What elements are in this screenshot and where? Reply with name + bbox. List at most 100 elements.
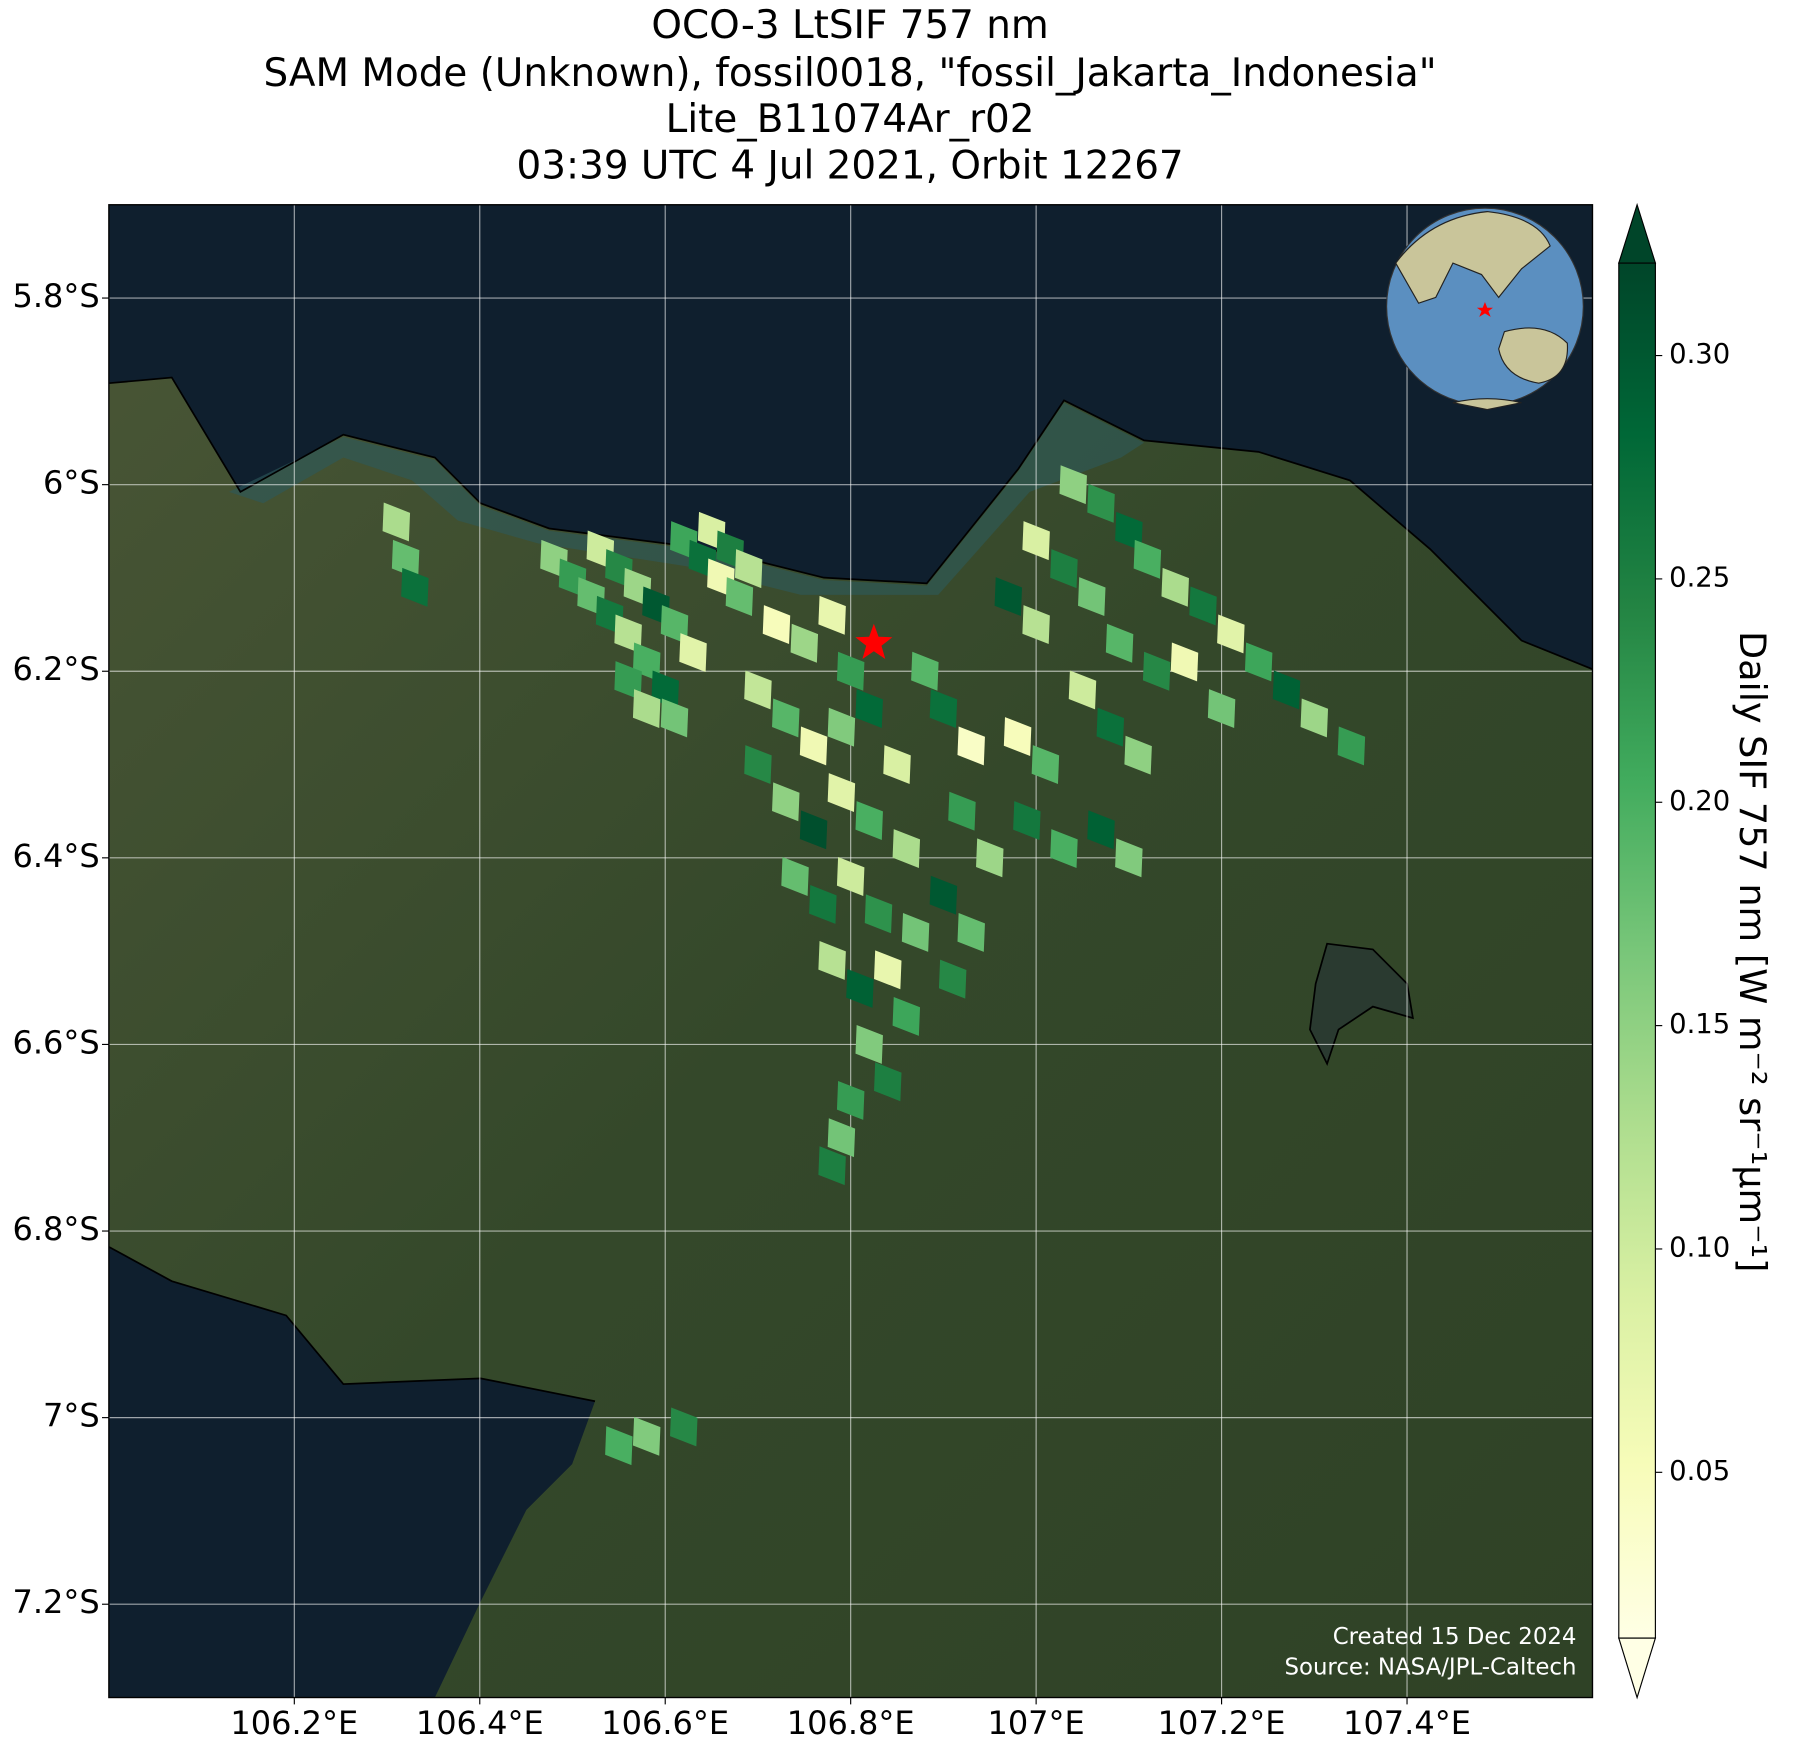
coastline bbox=[108, 376, 1593, 1403]
grid bbox=[108, 204, 1593, 1698]
sif-footprint bbox=[799, 810, 828, 850]
sif-footprint bbox=[670, 1407, 698, 1447]
sif-footprint bbox=[1050, 549, 1078, 589]
sif-footprint bbox=[1161, 567, 1189, 607]
sif-footprint bbox=[1031, 745, 1060, 784]
sif-footprint bbox=[855, 689, 883, 729]
sif-footprint bbox=[1096, 707, 1125, 747]
sif-footprint bbox=[1207, 689, 1236, 729]
globe-inset bbox=[1386, 207, 1584, 411]
x-tick-label: 106.4°E bbox=[416, 1704, 544, 1742]
sif-footprint bbox=[836, 1080, 865, 1120]
sif-footprint bbox=[957, 913, 985, 952]
colorbar-tick-label: 0.25 bbox=[1669, 562, 1730, 593]
sif-footprint bbox=[874, 1062, 902, 1102]
colorbar-extend-bottom bbox=[1618, 1637, 1657, 1700]
title-line: 03:39 UTC 4 Jul 2021, Orbit 12267 bbox=[517, 144, 1184, 189]
sif-footprint bbox=[1022, 605, 1050, 645]
sif-footprint bbox=[818, 1146, 846, 1186]
sif-footprint bbox=[772, 782, 800, 822]
sif-footprint bbox=[976, 838, 1004, 878]
sif-footprint bbox=[1068, 670, 1097, 710]
sif-footprint bbox=[929, 689, 958, 729]
colorbar-label: Daily SIF 757 nm [W m⁻² sr⁻¹μm⁻¹] bbox=[1731, 631, 1774, 1273]
sif-footprint bbox=[391, 539, 420, 579]
sif-footprint bbox=[1022, 521, 1050, 561]
sif-footprint bbox=[1133, 539, 1162, 579]
sif-footprint bbox=[632, 689, 661, 729]
sif-footprint bbox=[911, 651, 939, 691]
y-tick-label: 7°S bbox=[43, 1397, 100, 1435]
sif-footprint bbox=[1078, 577, 1106, 617]
globe-land bbox=[1395, 211, 1568, 411]
sif-footprint bbox=[836, 857, 865, 896]
sif-footprint bbox=[1013, 801, 1041, 840]
colorbar-extend-top bbox=[1618, 202, 1657, 264]
sif-footprint bbox=[818, 941, 846, 980]
sif-footprint bbox=[929, 875, 958, 915]
title-line: OCO-3 LtSIF 757 nm bbox=[651, 3, 1048, 48]
sif-footprint bbox=[892, 829, 921, 868]
sif-footprint bbox=[883, 745, 911, 784]
sif-footprint bbox=[827, 773, 856, 812]
sif-footprint bbox=[1059, 465, 1087, 505]
colorbar-tick-label: 0.10 bbox=[1669, 1232, 1730, 1263]
x-tick-label: 107.2°E bbox=[1158, 1704, 1286, 1742]
sif-footprint bbox=[1272, 670, 1301, 710]
sif-footprint bbox=[1105, 623, 1134, 663]
sif-footprint bbox=[1337, 726, 1366, 766]
sif-footprint bbox=[827, 1118, 856, 1158]
sif-footprint bbox=[744, 670, 772, 710]
sif-footprint bbox=[401, 567, 429, 607]
sif-footprint bbox=[874, 950, 902, 990]
sif-footprint bbox=[1244, 642, 1273, 682]
x-tick-label: 107.4°E bbox=[1343, 1704, 1471, 1742]
sif-footprint bbox=[938, 959, 967, 999]
sif-footprint bbox=[855, 801, 883, 840]
y-tick-label: 7.2°S bbox=[12, 1583, 99, 1621]
colorbar-tick-label: 0.20 bbox=[1669, 786, 1730, 817]
sif-footprint bbox=[957, 726, 985, 766]
x-tick-label: 106.8°E bbox=[787, 1704, 915, 1742]
y-tick-label: 6.2°S bbox=[12, 650, 99, 688]
sif-footprint bbox=[994, 577, 1023, 617]
sif-footprint bbox=[1170, 642, 1199, 682]
sif-footprint bbox=[1003, 717, 1032, 757]
colorbar-body bbox=[1618, 262, 1656, 1639]
sif-footprint bbox=[632, 1416, 661, 1456]
sif-footprint bbox=[827, 707, 856, 747]
sif-footprint bbox=[679, 633, 707, 673]
sif-footprint bbox=[1115, 838, 1143, 878]
sif-footprint bbox=[734, 549, 763, 589]
globe-star bbox=[1476, 301, 1493, 317]
sif-footprint bbox=[781, 857, 809, 896]
site-marker bbox=[855, 623, 893, 659]
credit: Created 15 Dec 2024 bbox=[1333, 1624, 1577, 1650]
sif-footprint bbox=[1124, 735, 1152, 775]
sif-footprint bbox=[948, 791, 976, 831]
footprints bbox=[382, 465, 1366, 1466]
x-tick-label: 107°E bbox=[987, 1704, 1084, 1742]
sif-footprint bbox=[836, 651, 865, 691]
sif-footprint bbox=[892, 997, 921, 1036]
sif-footprint bbox=[762, 605, 791, 645]
sif-footprint bbox=[790, 623, 819, 663]
sif-footprint bbox=[744, 745, 772, 784]
colorbar: 0.05 0.10 0.15 0.20 0.25 0.30 bbox=[1618, 202, 1730, 1700]
y-tick-label: 6.8°S bbox=[12, 1210, 99, 1248]
sif-footprint bbox=[799, 726, 828, 766]
title-line: Lite_B11074Ar_r02 bbox=[666, 97, 1035, 142]
sif-footprint bbox=[864, 894, 893, 934]
y-tick-label: 5.8°S bbox=[12, 277, 99, 315]
sif-footprint bbox=[1050, 829, 1078, 868]
colorbar-tick-label: 0.30 bbox=[1669, 339, 1730, 370]
sif-footprint bbox=[1087, 483, 1115, 523]
sif-footprint bbox=[809, 885, 837, 924]
shallow-water bbox=[228, 402, 1145, 595]
title-line: SAM Mode (Unknown), fossil0018, "fossil_… bbox=[264, 51, 1437, 96]
sif-footprint bbox=[772, 698, 800, 738]
sif-footprint bbox=[1142, 651, 1171, 691]
sif-footprint bbox=[1217, 614, 1245, 654]
